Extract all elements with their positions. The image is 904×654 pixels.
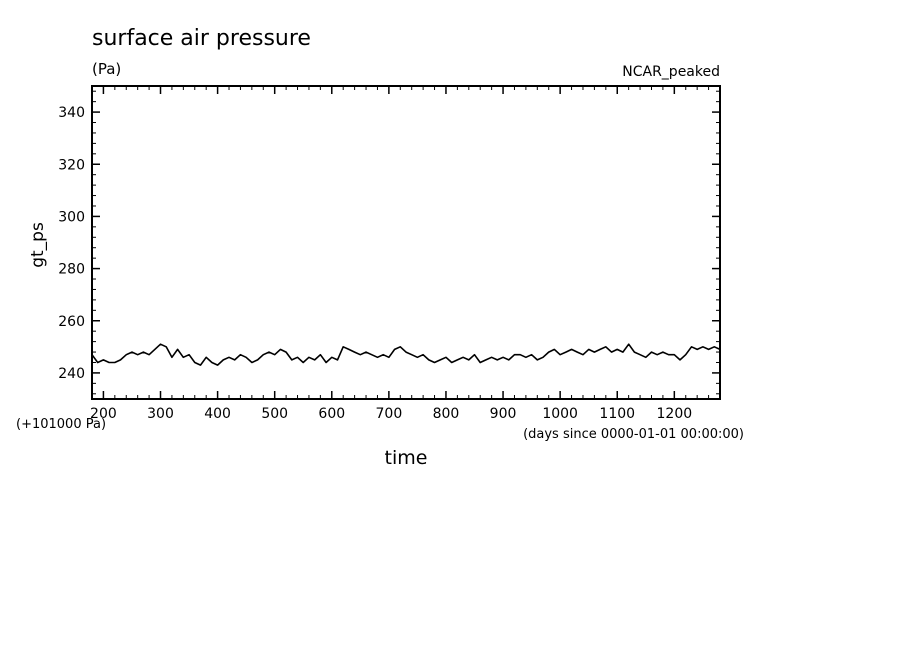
y-tick-label: 280 (58, 262, 85, 278)
x-tick-label: 200 (90, 406, 117, 422)
experiment-label: NCAR_peaked (622, 64, 720, 80)
x-tick-label: 400 (204, 406, 231, 422)
x-units-label: (days since 0000-01-01 00:00:00) (523, 427, 744, 442)
y-tick-label: 300 (58, 209, 85, 225)
x-tick-label: 300 (147, 406, 174, 422)
x-tick-label: 600 (318, 406, 345, 422)
series-layer (91, 343, 721, 366)
y-offset-label: (+101000 Pa) (16, 417, 106, 432)
x-tick-label: 500 (261, 406, 288, 422)
units-label: (Pa) (92, 60, 121, 78)
y-tick-label: 320 (58, 157, 85, 173)
y-tick-label: 240 (58, 366, 85, 382)
x-axis-label: time (385, 447, 428, 469)
x-axis: 200 300 400 500 600 700 800 900 1000 1100 1200 (90, 86, 721, 422)
y-tick-label: 340 (58, 105, 85, 121)
x-tick-label: 1100 (599, 406, 635, 422)
x-tick-label: 700 (376, 406, 403, 422)
chart-title: surface air pressure (92, 26, 311, 51)
series-line (91, 343, 721, 366)
y-tick-label: 260 (58, 314, 85, 330)
x-tick-label: 1200 (657, 406, 693, 422)
y-axis: 240 260 280 300 320 340 (58, 90, 720, 395)
x-tick-label: 1000 (542, 406, 578, 422)
plot-frame (91, 85, 721, 400)
x-tick-label: 800 (433, 406, 460, 422)
x-tick-label: 900 (490, 406, 517, 422)
y-axis-label: gt_ps (28, 222, 48, 268)
